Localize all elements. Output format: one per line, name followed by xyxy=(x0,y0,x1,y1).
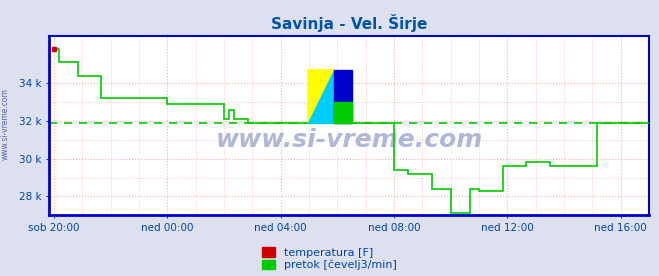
Text: www.si-vreme.com: www.si-vreme.com xyxy=(1,88,10,160)
Polygon shape xyxy=(308,70,334,123)
Text: www.si-vreme.com: www.si-vreme.com xyxy=(215,128,483,152)
Title: Savinja - Vel. Širje: Savinja - Vel. Širje xyxy=(271,14,428,32)
Polygon shape xyxy=(308,70,334,123)
Legend: temperatura [F], pretok [čevelj3/min]: temperatura [F], pretok [čevelj3/min] xyxy=(262,247,397,270)
Bar xyxy=(334,102,352,123)
Bar xyxy=(334,70,352,123)
